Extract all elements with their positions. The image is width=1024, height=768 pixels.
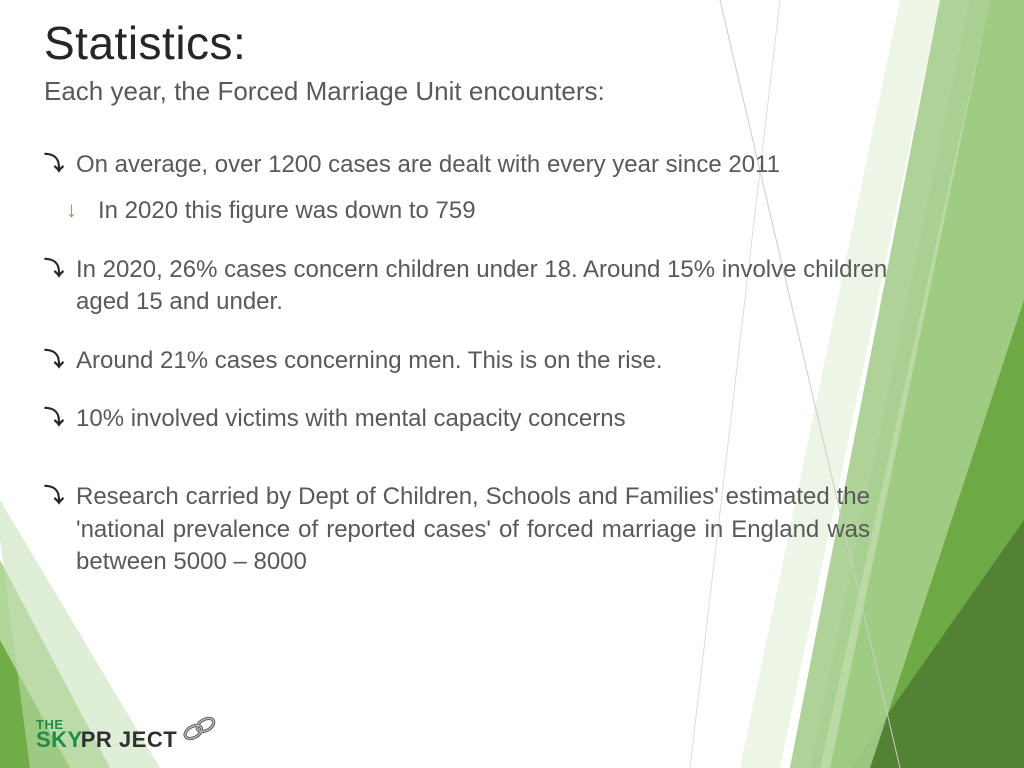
content-area: Statistics: Each year, the Forced Marria…	[44, 16, 904, 605]
bullet-text: Research carried by Dept of Children, Sc…	[70, 481, 870, 578]
bullet-text: Around 21% cases concerning men. This is…	[70, 345, 663, 377]
bullet-icon: ⤵	[44, 481, 70, 511]
bullet-text: In 2020 this figure was down to 759	[92, 195, 476, 227]
slide-title: Statistics:	[44, 16, 904, 70]
bullet-list: ⤵ On average, over 1200 cases are dealt …	[44, 149, 904, 579]
logo-project: PR JECT	[81, 730, 177, 750]
list-item: ⤵ Research carried by Dept of Children, …	[44, 481, 904, 578]
chain-icon	[175, 705, 229, 749]
bullet-icon: ⤵	[44, 345, 70, 375]
list-item: ⤵ On average, over 1200 cases are dealt …	[44, 149, 904, 181]
logo-sky: SKY	[36, 730, 83, 750]
bullet-text: On average, over 1200 cases are dealt wi…	[70, 149, 780, 181]
logo-text: THE SKY PR JECT	[36, 719, 177, 750]
list-item: ⤵ In 2020, 26% cases concern children un…	[44, 254, 904, 319]
bullet-icon: ⤵	[44, 149, 70, 179]
bullet-icon: ⤵	[44, 403, 70, 433]
slide-subtitle: Each year, the Forced Marriage Unit enco…	[44, 76, 904, 107]
list-item: ⤵ 10% involved victims with mental capac…	[44, 403, 904, 435]
sky-project-logo: THE SKY PR JECT	[36, 719, 229, 750]
bullet-icon: ⤵	[44, 254, 70, 284]
bullet-text: 10% involved victims with mental capacit…	[70, 403, 626, 435]
list-item: ↓ In 2020 this figure was down to 759	[66, 195, 904, 227]
bullet-text: In 2020, 26% cases concern children unde…	[70, 254, 904, 319]
slide: Statistics: Each year, the Forced Marria…	[0, 0, 1024, 768]
bullet-icon: ↓	[66, 195, 92, 225]
list-item: ⤵ Around 21% cases concerning men. This …	[44, 345, 904, 377]
